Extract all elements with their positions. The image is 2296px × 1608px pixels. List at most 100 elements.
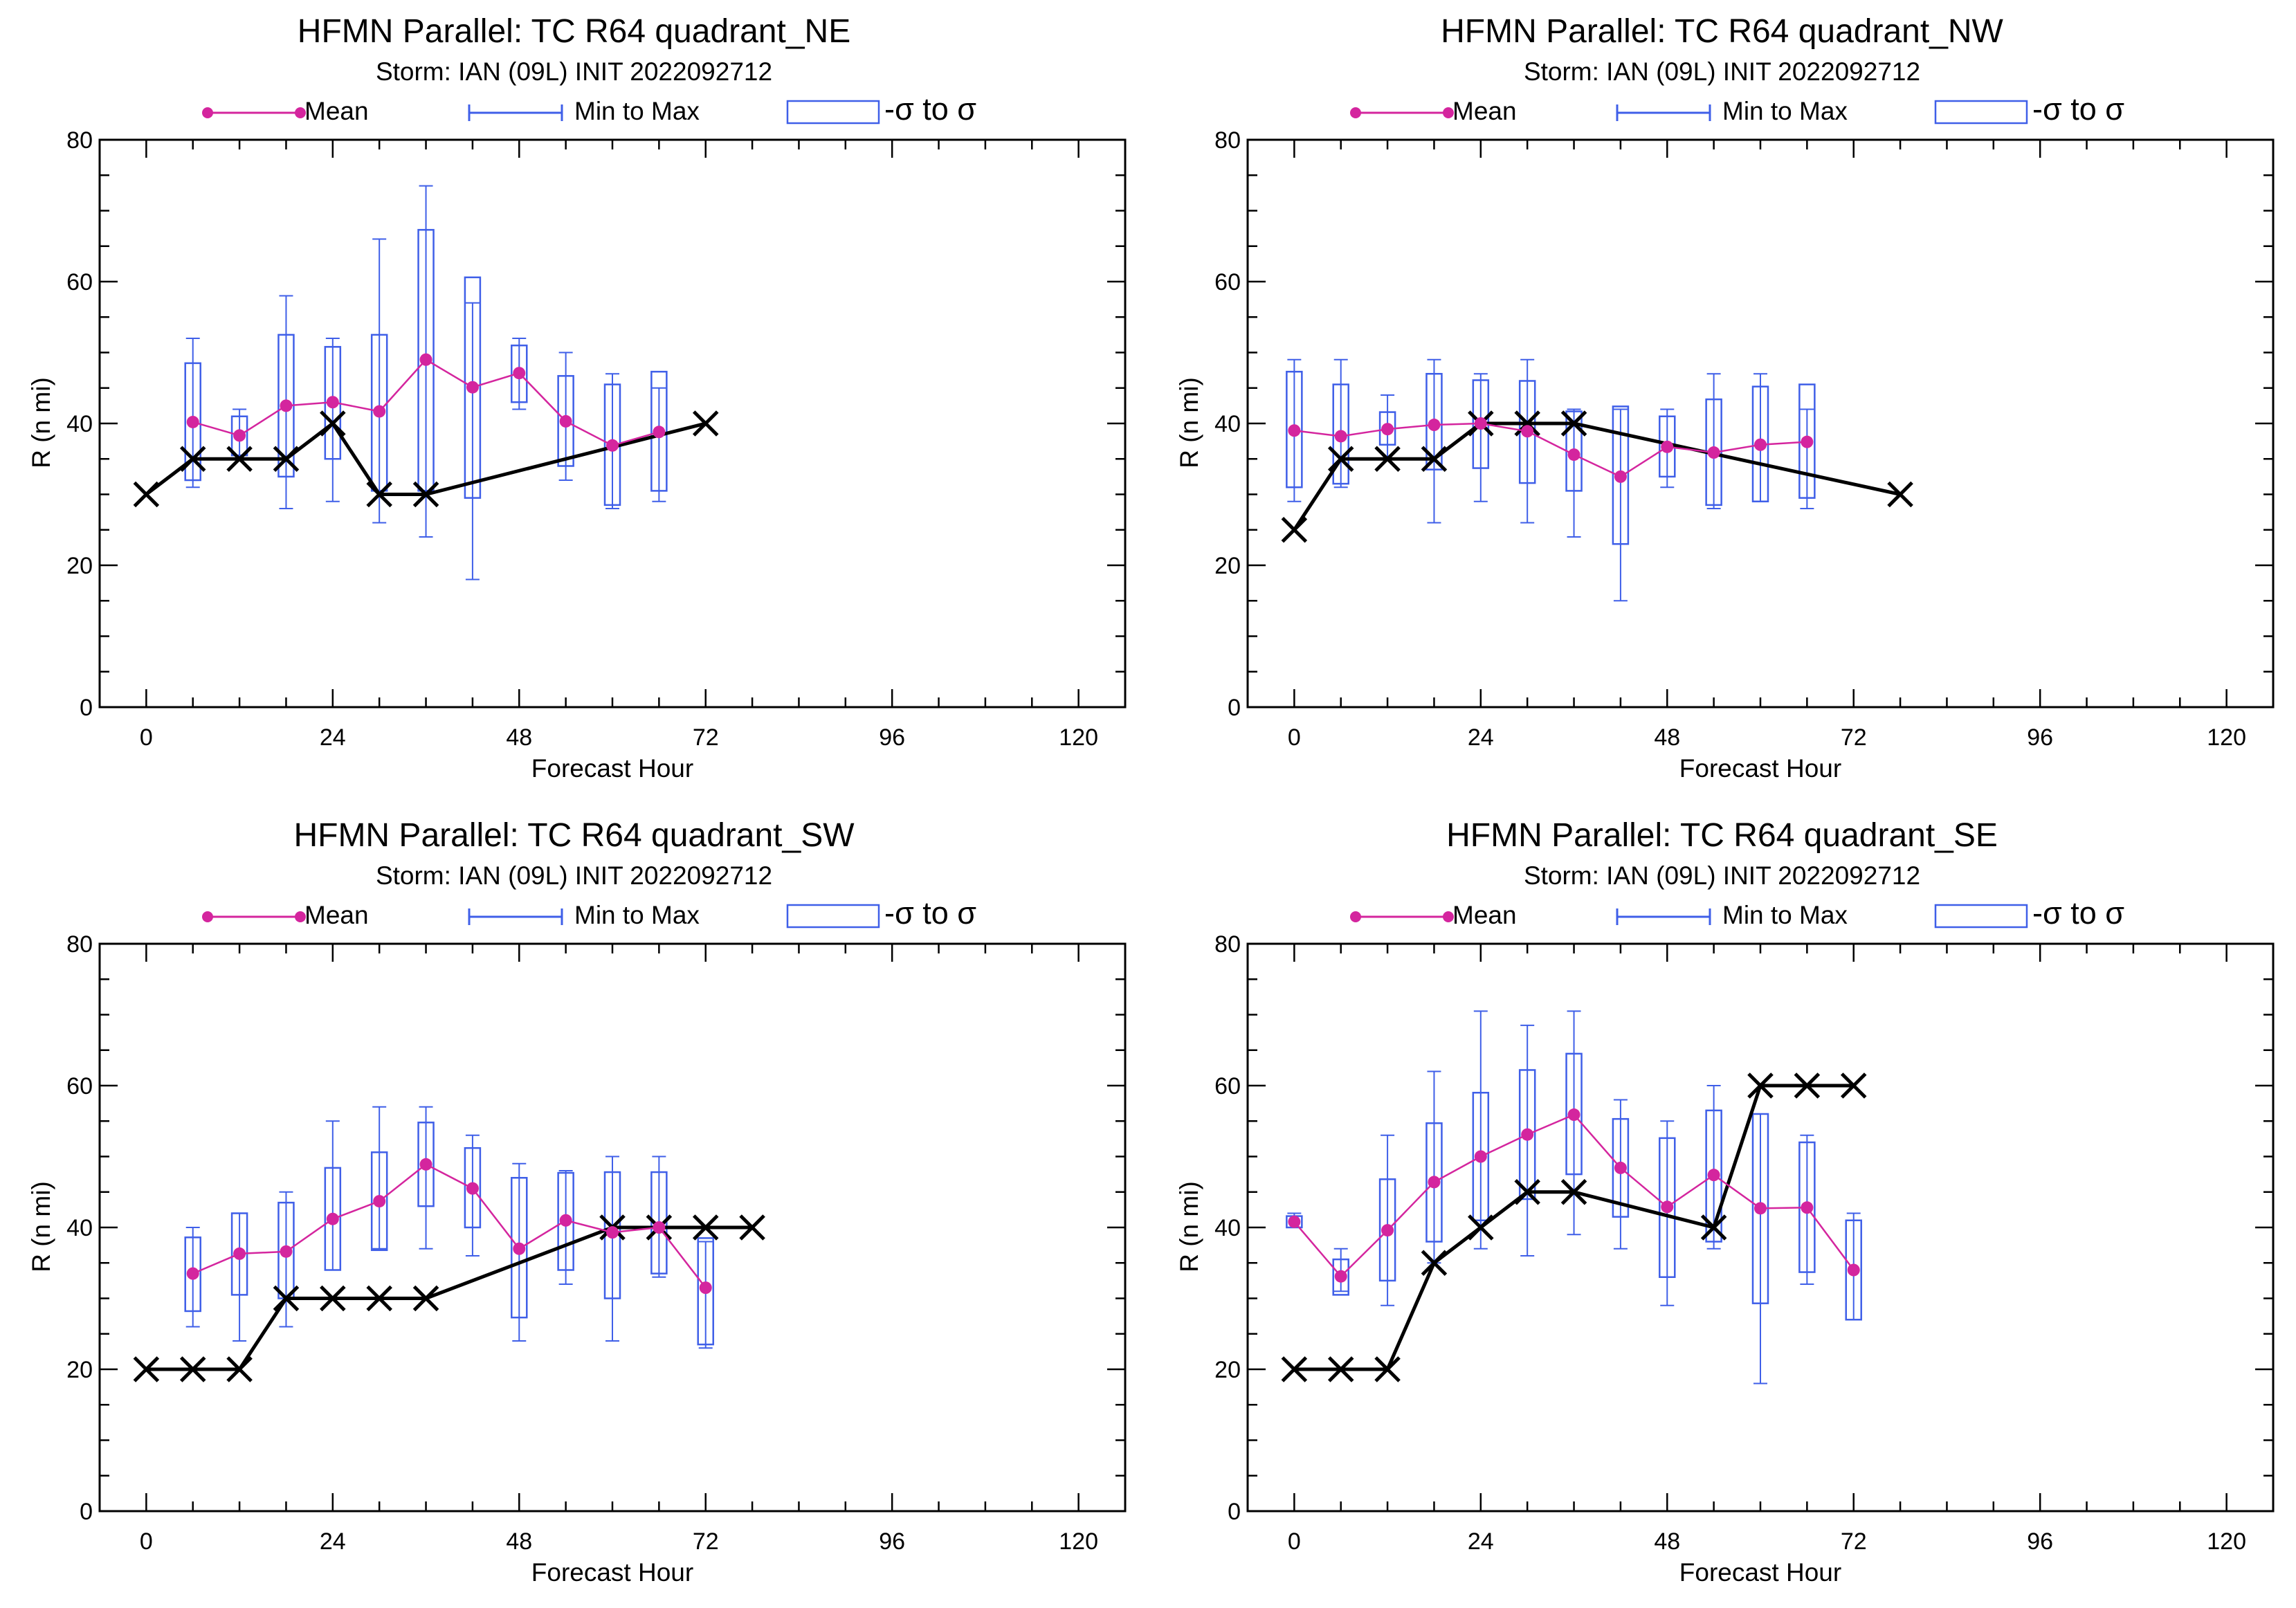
- range-whisker: [1706, 1085, 1721, 1250]
- x-tick-label: 24: [1468, 724, 1494, 751]
- sigma-box: [511, 1177, 528, 1319]
- legend: [1350, 904, 2028, 929]
- chart-title: HFMN Parallel: TC R64 quadrant_SE: [1446, 817, 1998, 854]
- best-track-marker: [1794, 1072, 1821, 1099]
- y-tick-label: 40: [1214, 1215, 1241, 1241]
- best-track-marker: [1327, 1356, 1354, 1382]
- range-whisker: [279, 1191, 293, 1328]
- legend-range-glyph: [1616, 104, 1711, 121]
- range-whisker: [419, 1106, 433, 1250]
- sigma-box: [370, 1151, 388, 1252]
- mean-point: [1428, 419, 1441, 432]
- chart-panel-se: HFMN Parallel: TC R64 quadrant_SE Storm: …: [1148, 804, 2296, 1608]
- mean-point: [653, 1221, 666, 1234]
- sigma-box: [1332, 1258, 1349, 1296]
- x-tick-label: 48: [1654, 1528, 1680, 1555]
- mean-point: [1661, 1200, 1674, 1214]
- best-track-marker: [412, 481, 439, 508]
- chart-panel-nw: HFMN Parallel: TC R64 quadrant_NW Storm: …: [1148, 0, 2296, 804]
- best-track-line: [1293, 421, 1901, 531]
- y-tick-label: 20: [66, 1357, 93, 1383]
- best-track-marker: [1840, 1072, 1867, 1099]
- best-track-line: [145, 421, 707, 496]
- range-whisker: [1381, 1134, 1395, 1306]
- sigma-box: [1612, 405, 1630, 545]
- mean-point: [1614, 470, 1627, 483]
- plot-canvas: 0 24 48 72 96 120 0 20 40 60 80: [66, 100, 1127, 751]
- range-whisker: [558, 1170, 573, 1285]
- mean-point: [326, 396, 339, 409]
- x-axis-label: Forecast Hour: [531, 754, 694, 783]
- sigma-box: [650, 1171, 668, 1274]
- sigma-box: [1332, 383, 1349, 485]
- sigma-box: [1472, 1092, 1490, 1221]
- mean-point: [466, 381, 479, 394]
- x-tick-label: 72: [1841, 1528, 1867, 1555]
- mean-point: [280, 399, 293, 412]
- mean-point: [466, 1182, 479, 1195]
- mean-point: [1661, 440, 1674, 453]
- mean-point: [280, 1245, 293, 1258]
- legend-mean-label: Mean: [304, 901, 369, 929]
- chart-title: HFMN Parallel: TC R64 quadrant_SW: [293, 817, 855, 854]
- mean-point: [559, 414, 572, 428]
- legend: [202, 100, 880, 125]
- mean-point: [373, 1195, 386, 1208]
- legend-sigma-label: -σ to σ: [2032, 91, 2125, 127]
- range-whisker: [652, 1155, 666, 1278]
- mean-point: [1474, 1150, 1487, 1163]
- x-tick-label: 72: [693, 724, 719, 751]
- legend-mean-marker: [1350, 107, 1361, 118]
- x-tick-label: 24: [1468, 1528, 1494, 1555]
- mean-line: [1294, 422, 1807, 478]
- range-whisker: [1473, 373, 1488, 502]
- mean-point: [419, 1158, 432, 1171]
- sigma-box: [1425, 1122, 1443, 1243]
- y-tick-label: 40: [66, 411, 93, 437]
- best-track-marker: [320, 410, 346, 437]
- mean-point: [1474, 417, 1487, 430]
- mean-point: [1334, 430, 1347, 443]
- mean-point: [699, 1281, 712, 1295]
- range-whisker: [1333, 1248, 1348, 1292]
- best-track-marker: [1560, 1178, 1587, 1205]
- sigma-box: [417, 1122, 435, 1207]
- x-tick-label: 0: [140, 724, 153, 751]
- best-track-marker: [366, 481, 392, 508]
- x-tick-label: 72: [693, 1528, 719, 1555]
- y-tick-label: 60: [1214, 269, 1241, 295]
- mean-point: [1754, 1202, 1767, 1215]
- x-tick-label: 120: [2207, 1528, 2246, 1555]
- x-tick-label: 48: [506, 1528, 532, 1555]
- y-tick-label: 80: [66, 127, 93, 154]
- x-axis-label: Forecast Hour: [1679, 1558, 1842, 1587]
- legend-range-label: Min to Max: [1722, 97, 1848, 125]
- x-tick-label: 96: [879, 724, 905, 751]
- legend-range-label: Min to Max: [574, 901, 700, 929]
- sigma-box: [464, 276, 482, 499]
- mean-point: [653, 426, 666, 439]
- best-track-marker: [1421, 446, 1448, 473]
- best-track-marker: [1700, 1214, 1727, 1241]
- best-track-marker: [1468, 1214, 1494, 1241]
- range-whisker: [465, 302, 480, 581]
- best-track-marker: [739, 1214, 765, 1241]
- mean-point: [1334, 1270, 1347, 1283]
- sigma-box: [557, 1171, 574, 1271]
- x-tick-label: 120: [2207, 724, 2246, 751]
- y-tick-label: 80: [66, 931, 93, 958]
- x-tick-label: 120: [1059, 724, 1098, 751]
- range-whisker: [1753, 1113, 1767, 1385]
- best-track-marker: [692, 410, 719, 437]
- sigma-box: [557, 375, 574, 467]
- best-track-marker: [133, 481, 160, 508]
- sigma-box: [324, 1167, 342, 1271]
- sigma-box: [1286, 370, 1303, 488]
- mean-point: [186, 1267, 199, 1280]
- legend-sigma-label: -σ to σ: [884, 91, 977, 127]
- range-whisker: [325, 1120, 340, 1271]
- x-tick-label: 96: [879, 1528, 905, 1555]
- legend-mean-label: Mean: [1452, 97, 1517, 125]
- best-track-marker: [1281, 1356, 1308, 1382]
- legend-sigma-glyph: [786, 100, 880, 125]
